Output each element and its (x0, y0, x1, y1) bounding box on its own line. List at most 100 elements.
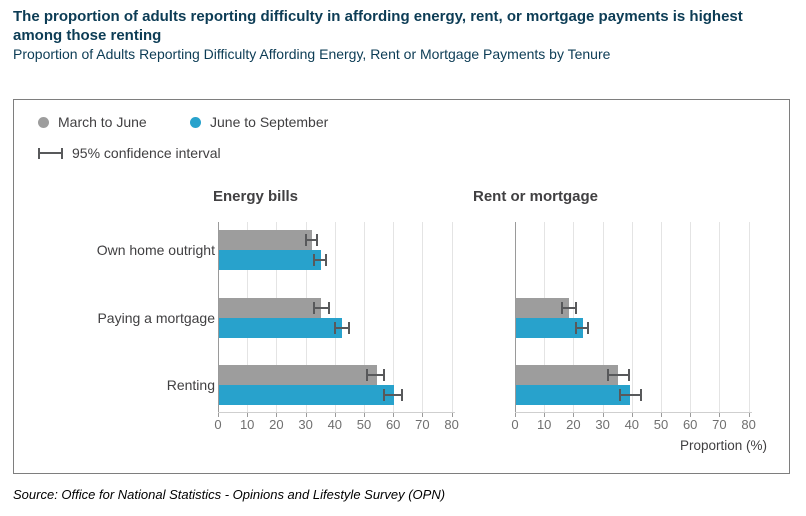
gridline (334, 222, 336, 412)
bar-march-to-june (219, 298, 322, 318)
axis-tick-label: 20 (269, 417, 284, 432)
category-label: Own home outright (96, 242, 215, 258)
confidence-interval-line (608, 374, 629, 376)
confidence-interval-cap (575, 302, 578, 314)
confidence-interval-line (384, 394, 402, 396)
confidence-interval-cap (333, 322, 336, 334)
gridline (602, 222, 604, 412)
source-note: Source: Office for National Statistics -… (13, 487, 446, 502)
chart-subtitle: Proportion of Adults Reporting Difficult… (13, 46, 611, 62)
confidence-interval-line (314, 259, 327, 261)
axis-tick-label: 60 (682, 417, 698, 432)
y-axis-line (515, 222, 516, 412)
axis-tick (451, 412, 453, 417)
axis-tick-label: 40 (327, 417, 343, 432)
axis-tick (515, 412, 516, 417)
panel-title: Rent or mortgage (473, 188, 599, 205)
confidence-interval-line (305, 239, 318, 241)
bar-june-to-september (219, 250, 322, 270)
axis-tick-label: 80 (741, 417, 756, 432)
confidence-interval-cap (365, 369, 368, 381)
series-marker-gray-icon (38, 116, 49, 128)
gridline (631, 222, 633, 412)
axis-tick (631, 412, 633, 417)
axis-tick-label: 50 (653, 417, 669, 432)
category-label: Paying a mortgage (97, 310, 215, 326)
gridline (393, 222, 395, 412)
axis-tick (218, 412, 219, 417)
confidence-interval-cap (313, 254, 316, 266)
axis-tick (305, 412, 307, 417)
confidence-interval-cap (383, 369, 386, 381)
confidence-interval-cap (383, 389, 386, 401)
axis-tick (422, 412, 424, 417)
x-axis-title: Proportion (%) (679, 438, 767, 453)
axis-tick (544, 412, 546, 417)
confidence-interval-line (366, 374, 385, 376)
confidence-interval-cap (575, 322, 578, 334)
confidence-interval-line (314, 307, 329, 309)
legend-label: 95% confidence interval (72, 145, 221, 161)
bar-june-to-september (219, 318, 342, 338)
axis-tick (573, 412, 575, 417)
confidence-interval-cap (560, 302, 563, 314)
legend-item-confidence-interval: 95% confidence interval (38, 143, 221, 163)
chart-panel: March to June June to September 95% conf… (13, 99, 790, 474)
bar-june-to-september (219, 385, 395, 405)
bar-june-to-september (516, 385, 630, 405)
axis-tick-label: 70 (415, 417, 430, 432)
axis-tick (247, 412, 249, 417)
axis-tick-label: 30 (595, 417, 610, 432)
axis-tick (364, 412, 365, 417)
axis-tick (393, 412, 395, 417)
legend-item-march-to-june: March to June (38, 112, 147, 132)
legend-label: March to June (58, 114, 147, 130)
axis-tick (334, 412, 336, 417)
confidence-interval-line (576, 327, 588, 329)
confidence-interval-cap (607, 369, 610, 381)
confidence-interval-cap (327, 302, 330, 314)
gridline (661, 222, 662, 412)
y-axis-line (218, 222, 219, 412)
confidence-interval-line (620, 394, 641, 396)
chart-title: The proportion of adults reporting diffi… (13, 8, 743, 44)
confidence-interval-cap (400, 389, 403, 401)
bar-march-to-june (516, 298, 569, 318)
confidence-interval-cap (639, 389, 642, 401)
confidence-interval-cap (348, 322, 351, 334)
series-marker-blue-icon (190, 116, 201, 128)
axis-tick (602, 412, 604, 417)
axis-tick-label: 10 (536, 417, 552, 432)
error-bar-icon (38, 147, 63, 159)
axis-tick (690, 412, 692, 417)
axis-tick (661, 412, 662, 417)
axis-tick-label: 0 (511, 417, 519, 432)
axis-tick-label: 20 (566, 417, 581, 432)
confidence-interval-line (561, 307, 577, 309)
axis-tick-label: 10 (239, 417, 255, 432)
gridline (748, 222, 750, 412)
bar-march-to-june (219, 230, 313, 250)
confidence-interval-cap (316, 234, 319, 246)
confidence-interval-cap (325, 254, 328, 266)
axis-tick-label: 70 (712, 417, 727, 432)
confidence-interval-cap (619, 389, 622, 401)
bar-march-to-june (219, 365, 377, 385)
axis-tick (748, 412, 750, 417)
bar-june-to-september (516, 318, 584, 338)
axis-tick-label: 30 (298, 417, 313, 432)
axis-tick (719, 412, 721, 417)
axis-tick-label: 0 (214, 417, 222, 432)
panel-title: Energy bills (213, 188, 299, 205)
category-label: Renting (166, 377, 215, 393)
confidence-interval-cap (587, 322, 589, 334)
confidence-interval-cap (304, 234, 307, 246)
axis-tick-label: 60 (385, 417, 401, 432)
confidence-interval-cap (627, 369, 630, 381)
x-axis-line (515, 412, 752, 413)
legend-item-june-to-september: June to September (190, 112, 328, 132)
gridline (422, 222, 424, 412)
confidence-interval-line (334, 327, 350, 329)
gridline (719, 222, 721, 412)
axis-tick (276, 412, 278, 417)
